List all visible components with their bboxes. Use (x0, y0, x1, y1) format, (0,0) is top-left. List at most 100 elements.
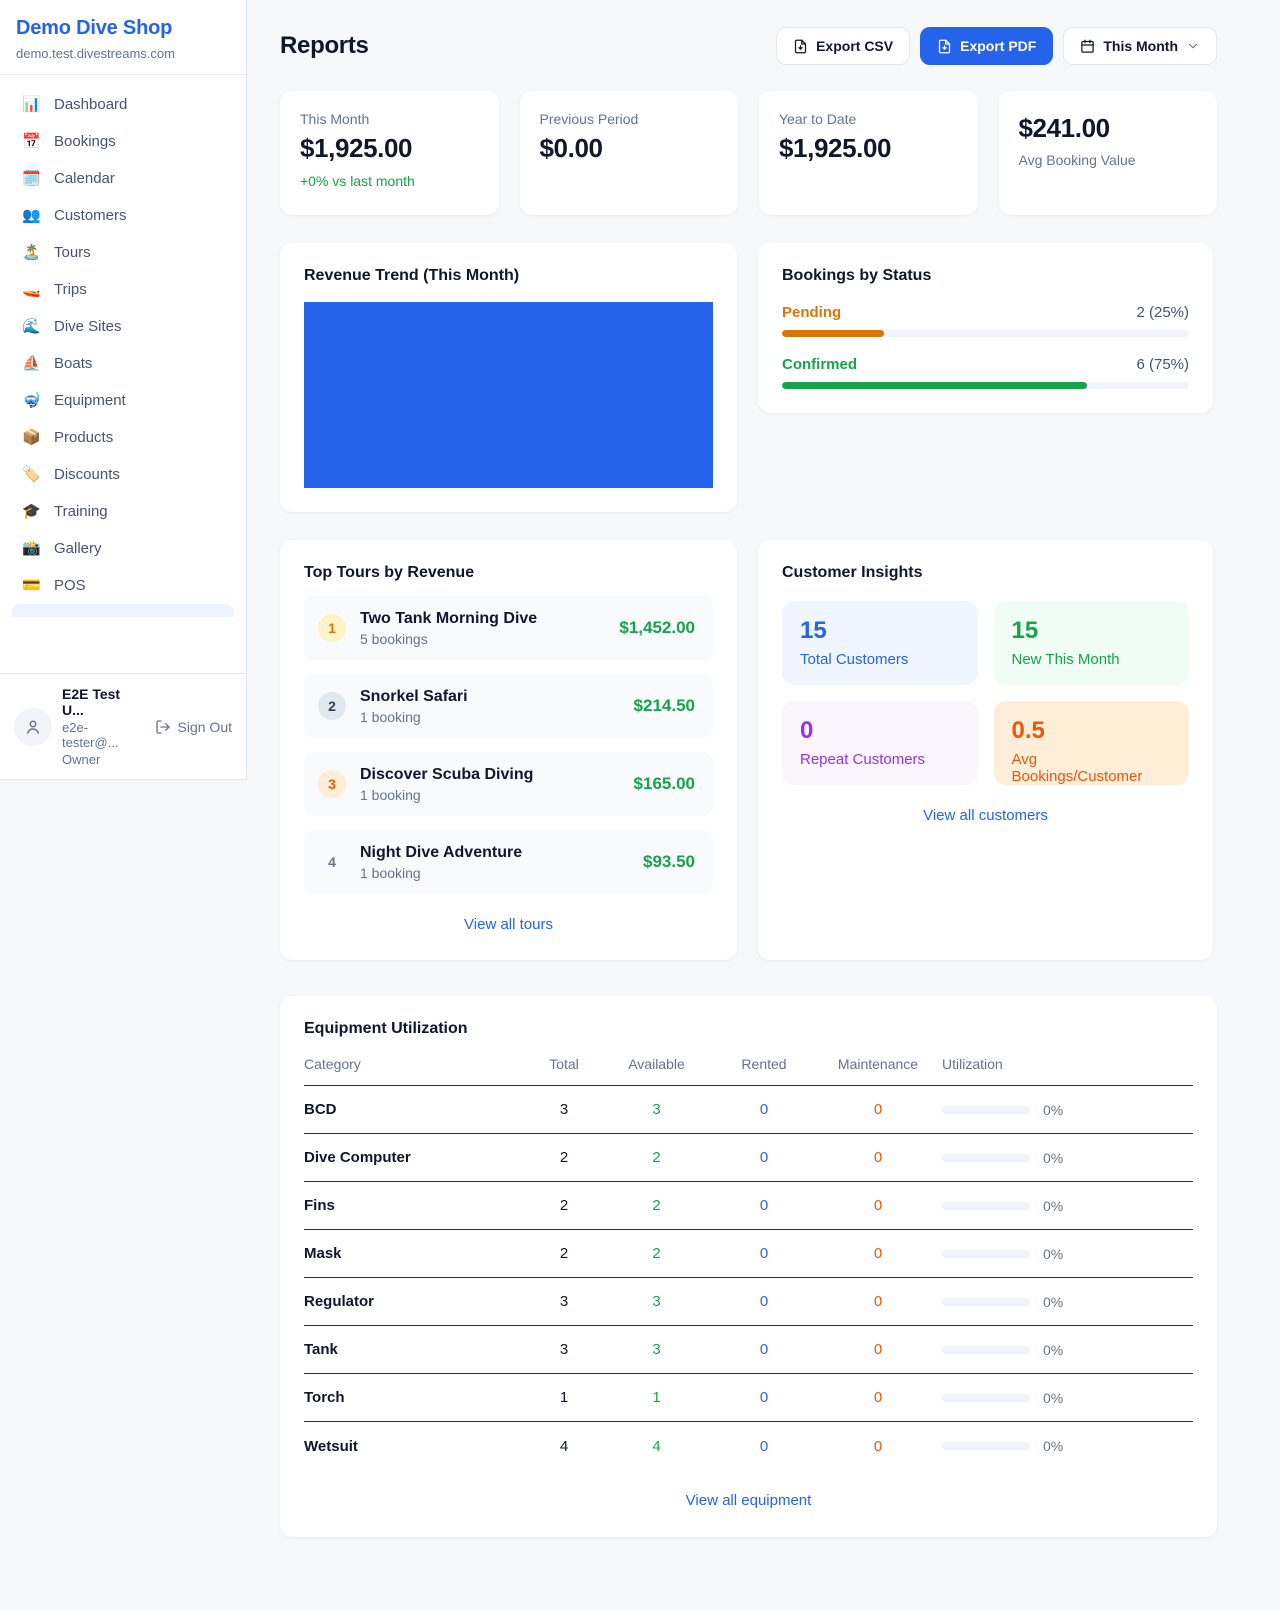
cell-utilization: 0% (942, 1294, 1193, 1310)
sidebar-item-discounts[interactable]: 🏷️ Discounts (10, 456, 236, 493)
customers-icon: 👥 (22, 207, 41, 224)
sidebar-item-boats[interactable]: ⛵ Boats (10, 345, 236, 382)
gallery-icon: 📸 (22, 540, 41, 557)
brand-name: Demo Dive Shop (16, 17, 173, 39)
cell-category: Fins (304, 1197, 335, 1214)
period-select[interactable]: This Month (1063, 27, 1217, 65)
status-label: Confirmed (782, 356, 857, 373)
sidebar-item-label: Trips (54, 281, 87, 298)
sidebar-item-dive-sites[interactable]: 🌊 Dive Sites (10, 308, 236, 345)
sidebar-item-label: Bookings (54, 133, 116, 150)
table-row: BCD 3 3 0 0 0% (304, 1086, 1193, 1134)
cell-category: Wetsuit (304, 1437, 358, 1455)
insights-row: Top Tours by Revenue 1 Two Tank Morning … (280, 540, 1217, 960)
cell-total: 3 (559, 1341, 569, 1358)
sidebar-item-training[interactable]: 🎓 Training (10, 493, 236, 530)
panel-title: Top Tours by Revenue (304, 564, 475, 581)
column-header-category: Category (304, 1056, 361, 1072)
cell-rented: 0 (759, 1245, 769, 1262)
cell-category: Tank (304, 1341, 338, 1358)
table-row: Tank 3 3 0 0 0% (304, 1326, 1193, 1374)
tour-info: Snorkel Safari 1 booking (360, 688, 634, 725)
cell-category: Torch (304, 1389, 345, 1406)
revenue-trend-chart (304, 302, 713, 488)
utilization-pct: 0% (1043, 1341, 1064, 1358)
cell-utilization: 0% (942, 1342, 1193, 1358)
page-header: Reports Export CSV Export PDF This Month (280, 27, 1217, 65)
utilization-track (942, 1345, 1030, 1354)
cell-category: Mask (304, 1245, 342, 1262)
revenue-trend-panel: Revenue Trend (This Month) (280, 243, 737, 512)
cell-available: 4 (652, 1437, 661, 1455)
sidebar-item-products[interactable]: 📦 Products (10, 419, 236, 456)
utilization-pct: 0% (1043, 1197, 1064, 1214)
cell-utilization: 0% (942, 1102, 1193, 1118)
top-tours-panel: Top Tours by Revenue 1 Two Tank Morning … (280, 540, 737, 960)
cell-rented: 0 (759, 1197, 769, 1214)
cell-maintenance: 0 (873, 1341, 883, 1358)
tour-row: 1 Two Tank Morning Dive 5 bookings $1,45… (304, 596, 713, 660)
sidebar-item-tours[interactable]: 🏝️ Tours (10, 234, 236, 271)
cell-total: 2 (559, 1149, 569, 1166)
tile-label: Total Customers (800, 651, 909, 668)
stat-card-previous-period: Previous Period $0.00 (519, 91, 738, 215)
tour-revenue: $1,452.00 (619, 618, 695, 637)
sidebar-item-customers[interactable]: 👥 Customers (10, 197, 236, 234)
sidebar-item-dashboard[interactable]: 📊 Dashboard (10, 86, 236, 123)
equipment-utilization-panel: Equipment Utilization Category Total Ava… (280, 996, 1217, 1537)
sidebar-item-pos[interactable]: 💳 POS (10, 567, 236, 604)
table-row: Regulator 3 3 0 0 0% (304, 1278, 1193, 1326)
tour-row: 4 Night Dive Adventure 1 booking $93.50 (304, 830, 713, 894)
stat-label: Avg Booking Value (1018, 152, 1136, 168)
sidebar-item-label: POS (54, 577, 86, 594)
sidebar-item-label: Discounts (54, 466, 120, 483)
rank-badge: 2 (318, 692, 346, 720)
tour-name: Night Dive Adventure (360, 843, 523, 861)
stat-card-avg-booking: $241.00 Avg Booking Value (998, 91, 1217, 215)
cell-available: 1 (652, 1389, 661, 1406)
tile-value: 0 (800, 717, 814, 744)
sidebar-item-calendar[interactable]: 🗓️ Calendar (10, 160, 236, 197)
status-label: Pending (782, 304, 842, 321)
file-download-icon (794, 39, 807, 53)
column-header-utilization: Utilization (942, 1056, 1003, 1072)
utilization-pct: 0% (1043, 1101, 1064, 1118)
view-all-customers-link[interactable]: View all customers (923, 807, 1048, 824)
sidebar-item-gallery[interactable]: 📸 Gallery (10, 530, 236, 567)
sidebar-item-reports-partial[interactable] (12, 604, 234, 617)
tour-row: 3 Discover Scuba Diving 1 booking $165.0… (304, 752, 713, 816)
sign-out-button[interactable]: Sign Out (155, 719, 232, 735)
column-header-maintenance: Maintenance (837, 1056, 919, 1072)
utilization-pct: 0% (1043, 1245, 1064, 1262)
progress-fill-pending (782, 330, 884, 337)
tile-label: Repeat Customers (800, 751, 926, 768)
sidebar-item-equipment[interactable]: 🤿 Equipment (10, 382, 236, 419)
sidebar-item-label: Equipment (54, 392, 126, 409)
cell-total: 3 (559, 1101, 569, 1118)
cell-rented: 0 (759, 1101, 769, 1118)
sidebar-item-trips[interactable]: 🚤 Trips (10, 271, 236, 308)
export-csv-button[interactable]: Export CSV (776, 27, 911, 65)
cell-utilization: 0% (942, 1438, 1193, 1454)
utilization-track (942, 1442, 1030, 1450)
column-header-available: Available (628, 1056, 685, 1072)
view-all-equipment-link[interactable]: View all equipment (685, 1492, 812, 1509)
stat-delta: +0% vs last month (300, 173, 415, 189)
chevron-down-icon (1188, 43, 1198, 49)
utilization-track (942, 1297, 1030, 1306)
cell-maintenance: 0 (873, 1293, 883, 1310)
panel-title: Equipment Utilization (304, 1020, 468, 1037)
utilization-pct: 0% (1043, 1293, 1064, 1310)
brand-domain: demo.test.divestreams.com (16, 46, 175, 61)
period-label: This Month (1103, 38, 1178, 54)
table-row: Mask 2 2 0 0 0% (304, 1230, 1193, 1278)
sidebar-item-bookings[interactable]: 📅 Bookings (10, 123, 236, 160)
view-all-tours-link[interactable]: View all tours (464, 916, 553, 933)
export-pdf-button[interactable]: Export PDF (920, 27, 1054, 65)
stat-value: $1,925.00 (300, 133, 413, 163)
utilization-pct: 0% (1043, 1438, 1064, 1454)
sidebar-item-label: Customers (54, 207, 127, 224)
tour-bookings: 5 bookings (360, 630, 428, 647)
tile-label: Avg Bookings/Customer (1011, 751, 1143, 785)
tour-info: Night Dive Adventure 1 booking (360, 844, 643, 881)
